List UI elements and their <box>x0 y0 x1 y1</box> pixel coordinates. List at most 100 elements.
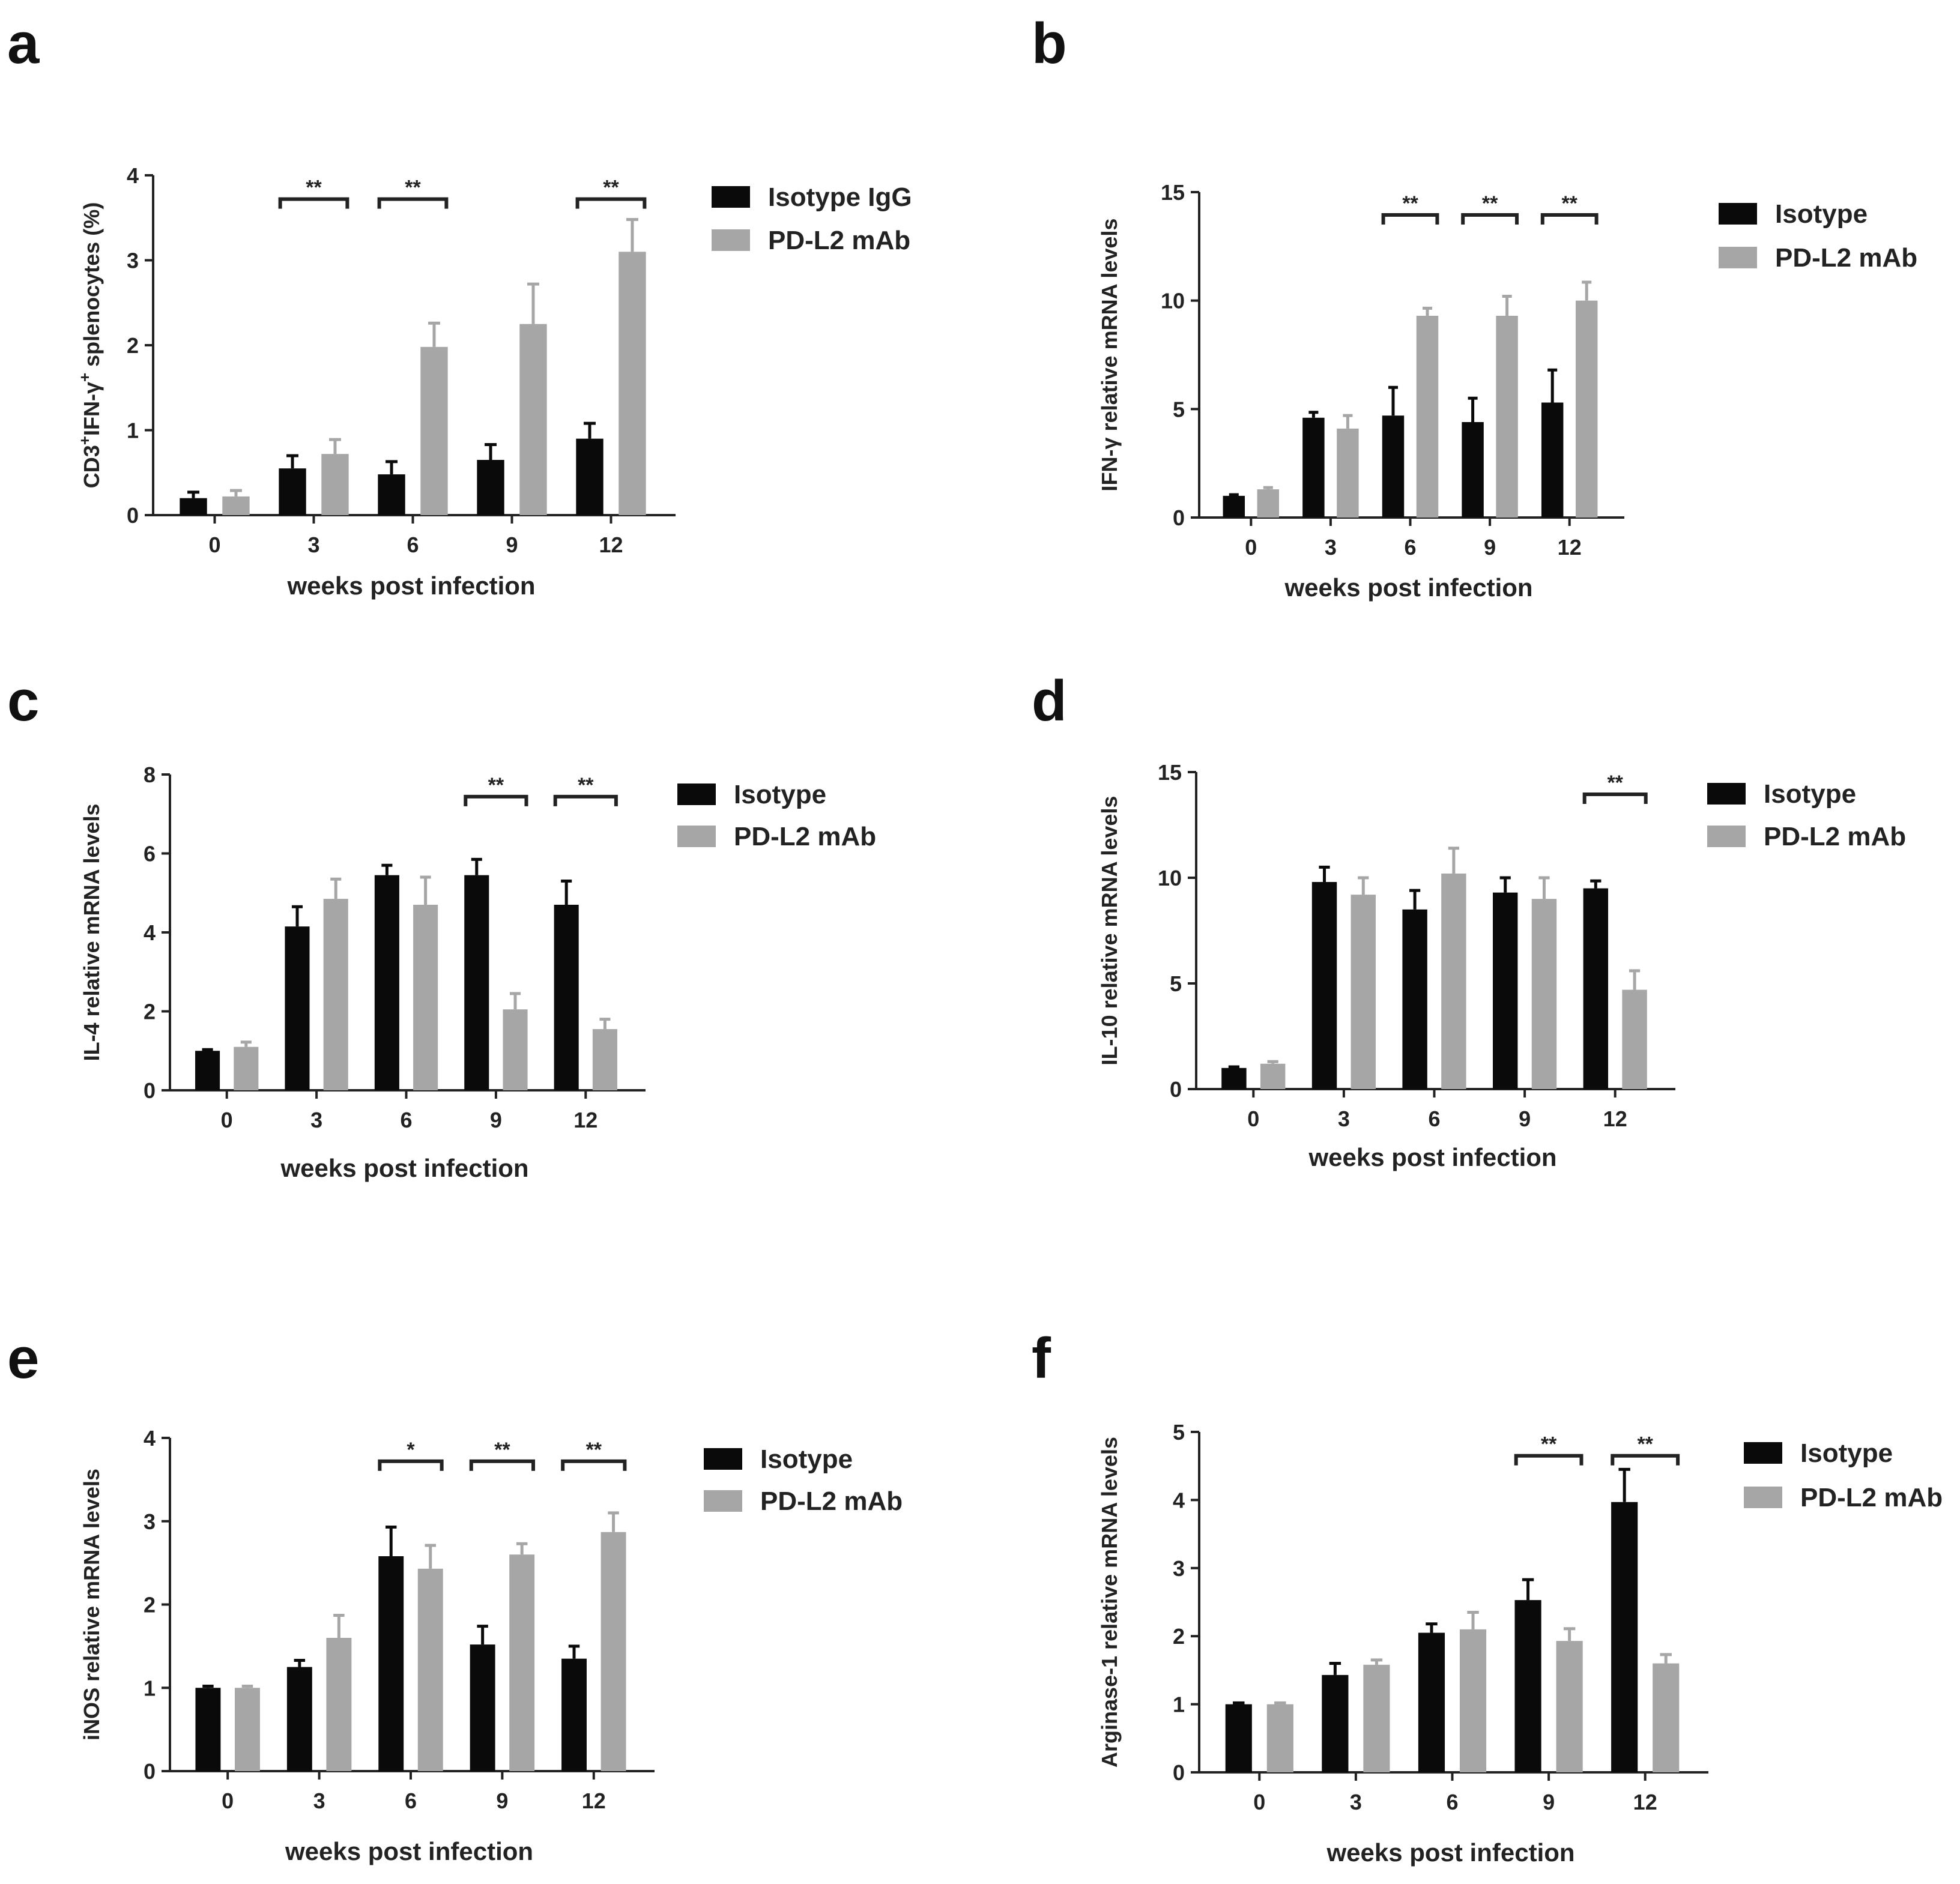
panel-letter: c <box>7 669 39 733</box>
x-tick-label: 0 <box>1245 535 1257 560</box>
significance-label: ** <box>578 774 594 797</box>
y-tick-label: 5 <box>1170 971 1182 996</box>
x-tick-label: 12 <box>599 533 623 557</box>
legend-label: Isotype <box>1775 199 1868 229</box>
pdl2-bar <box>222 496 250 515</box>
isotype-bar <box>576 438 603 515</box>
legend-swatch <box>1744 1487 1782 1508</box>
x-tick-label: 9 <box>496 1789 508 1813</box>
pdl2-bar <box>235 1688 260 1771</box>
significance-label: ** <box>1482 192 1498 215</box>
x-axis-label: weeks post infection <box>285 1837 533 1865</box>
isotype-bar <box>378 474 405 515</box>
x-tick-label: 9 <box>506 533 518 557</box>
significance-bracket <box>1582 792 1648 804</box>
legend-swatch <box>1719 247 1757 268</box>
y-axis-label-part: splenocytes (%) <box>79 202 104 373</box>
pdl2-bar <box>619 252 646 515</box>
isotype-bar <box>464 875 489 1090</box>
isotype-bar <box>1311 882 1337 1089</box>
isotype-bar <box>477 460 504 515</box>
isotype-bar <box>195 1688 221 1771</box>
significance-label: ** <box>1607 771 1623 794</box>
legend-swatch <box>712 186 750 208</box>
x-tick-label: 9 <box>490 1108 502 1132</box>
x-axis-label: weeks post infection <box>1284 573 1532 602</box>
legend-label: PD-L2 mAb <box>760 1487 903 1516</box>
legend-swatch <box>712 229 750 251</box>
isotype-bar <box>180 498 207 515</box>
x-tick-label: 12 <box>573 1108 597 1132</box>
y-tick-label: 3 <box>144 1509 156 1534</box>
x-axis-label: weeks post infection <box>280 1154 528 1182</box>
pdl2-bar <box>420 346 448 515</box>
pdl2-bar <box>592 1029 617 1090</box>
legend-label: Isotype <box>1764 779 1856 809</box>
y-tick-label: 6 <box>144 842 156 866</box>
significance-bracket <box>553 794 618 806</box>
pdl2-bar <box>1266 1704 1293 1772</box>
isotype-bar <box>1493 892 1518 1089</box>
x-tick-label: 6 <box>407 533 419 557</box>
isotype-bar <box>1583 888 1609 1089</box>
pdl2-bar <box>600 1532 626 1771</box>
pdl2-bar <box>413 904 438 1090</box>
isotype-bar <box>1462 422 1484 518</box>
x-tick-label: 0 <box>1247 1107 1259 1131</box>
x-tick-label: 0 <box>1253 1790 1265 1814</box>
x-tick-label: 3 <box>310 1108 322 1132</box>
pdl2-bar <box>417 1568 443 1771</box>
pdl2-bar <box>1531 899 1557 1089</box>
pdl2-bar <box>509 1554 535 1771</box>
pdl2-bar <box>1459 1629 1487 1772</box>
significance-label: ** <box>1541 1433 1557 1456</box>
y-axis-label: IL-4 relative mRNA levels <box>79 804 104 1061</box>
pdl2-bar <box>519 324 547 515</box>
significance-label: ** <box>603 177 619 199</box>
isotype-bar <box>1302 417 1325 518</box>
y-tick-label: 3 <box>127 249 139 273</box>
x-tick-label: 6 <box>400 1108 412 1132</box>
y-axis-label: iNOS relative mRNA levels <box>79 1469 104 1741</box>
x-tick-label: 12 <box>1633 1790 1657 1814</box>
significance-label: ** <box>405 177 421 199</box>
legend-label: PD-L2 mAb <box>768 226 910 255</box>
significance-bracket <box>575 197 647 209</box>
x-tick-label: 3 <box>1325 535 1337 560</box>
y-tick-label: 1 <box>127 418 139 443</box>
panel-letter: e <box>7 1326 39 1390</box>
legend-swatch <box>1719 203 1757 225</box>
panel-d: d 0 5 10 15 IL-10 relative mRNA levels 0 3 6 9 12 w… <box>1032 669 1906 1171</box>
x-tick-label: 6 <box>1404 535 1416 560</box>
x-tick-label: 12 <box>582 1789 606 1813</box>
significance-bracket <box>469 1459 536 1471</box>
isotype-bar <box>1514 1600 1541 1772</box>
isotype-bar <box>1541 402 1564 518</box>
legend-swatch <box>1707 783 1746 805</box>
pdl2-bar <box>1653 1663 1680 1772</box>
y-axis-label: IL-10 relative mRNA levels <box>1097 796 1122 1066</box>
y-tick-label: 10 <box>1158 866 1182 890</box>
pdl2-bar <box>1496 315 1518 518</box>
y-tick-label: 0 <box>127 503 139 528</box>
significance-bracket <box>278 197 349 209</box>
y-axis-label-part: CD3 <box>79 445 104 488</box>
significance-bracket <box>1514 1454 1583 1466</box>
isotype-bar <box>1418 1632 1445 1772</box>
x-axis-label: weeks post infection <box>286 572 535 600</box>
panel-b: b 0 5 10 15 IFN-γ relative mRNA levels 0 3 6 9 12 w… <box>1032 11 1917 602</box>
pdl2-bar <box>326 1638 352 1771</box>
y-axis-label: IFN-γ relative mRNA levels <box>1097 219 1122 492</box>
isotype-bar <box>1611 1502 1638 1772</box>
legend-swatch <box>1707 826 1746 847</box>
panel-c: c 0 2 4 6 8 IL-4 relative mRNA levels 0 3 6 9 12 wee… <box>7 669 876 1182</box>
x-tick-label: 0 <box>221 1108 233 1132</box>
significance-bracket <box>1461 213 1519 225</box>
y-axis-label: CD3+IFN-γ+ splenocytes (%) <box>76 202 104 489</box>
isotype-bar <box>1402 909 1427 1089</box>
y-tick-label: 10 <box>1161 289 1185 313</box>
legend-label: Isotype <box>734 780 826 809</box>
significance-bracket <box>1540 213 1599 225</box>
